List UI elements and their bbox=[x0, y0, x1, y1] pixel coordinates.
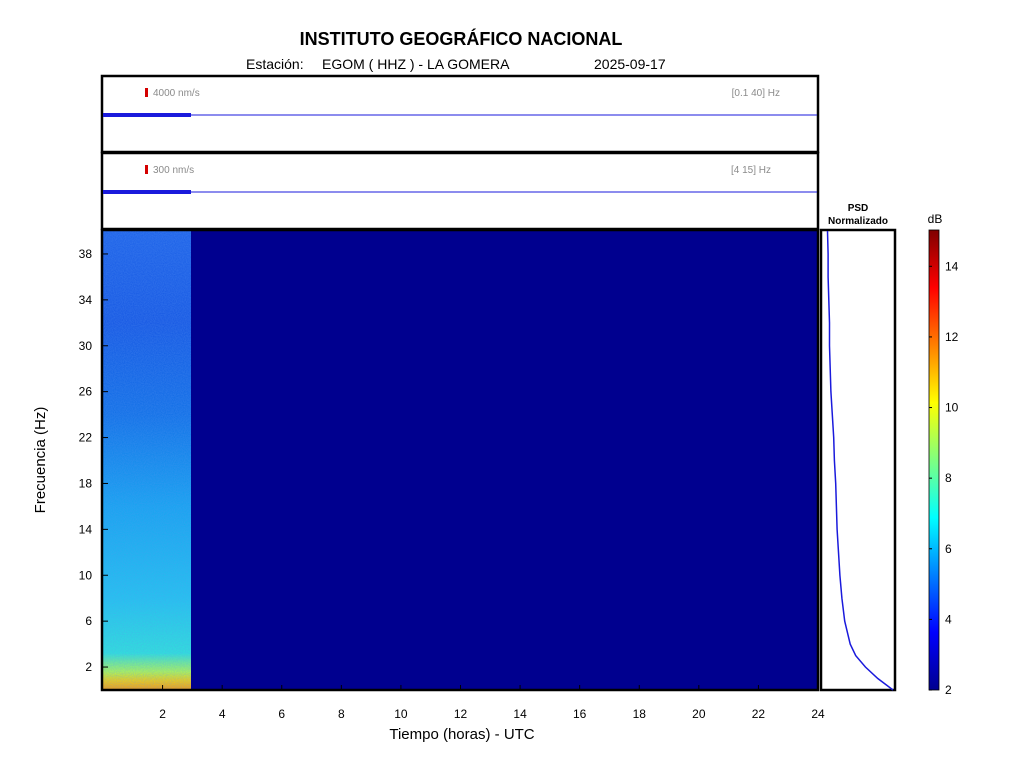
colorbar-tick-label: 4 bbox=[945, 612, 952, 626]
amplitude-scale-1: 4000 nm/s bbox=[153, 88, 200, 99]
x-tick-label: 12 bbox=[454, 707, 468, 721]
x-tick-label: 20 bbox=[692, 707, 706, 721]
y-tick-label: 22 bbox=[79, 431, 93, 445]
y-tick-label: 10 bbox=[79, 568, 93, 582]
date-label: 2025-09-17 bbox=[594, 56, 666, 72]
psd-curve bbox=[826, 230, 894, 691]
y-tick-label: 38 bbox=[79, 247, 93, 261]
spectrogram-background bbox=[102, 230, 818, 690]
y-axis-label: Frecuencia (Hz) bbox=[32, 407, 49, 514]
band-label-1: [0.1 40] Hz bbox=[732, 88, 780, 99]
colorbar-tick-label: 12 bbox=[945, 330, 959, 344]
y-tick-label: 14 bbox=[79, 522, 93, 536]
colorbar-tick-label: 8 bbox=[945, 471, 952, 485]
psd-panel: PSD Normalizado bbox=[819, 203, 897, 692]
colorbar-ticks: 2 4 6 8 10 12 14 bbox=[929, 259, 959, 697]
psd-title-line1: PSD bbox=[848, 203, 869, 214]
x-tick-label: 18 bbox=[633, 707, 647, 721]
colorbar: dB 2 4 6 8 10 12 14 bbox=[928, 212, 959, 697]
x-tick-label: 8 bbox=[338, 707, 345, 721]
psd-frame bbox=[819, 228, 897, 692]
x-tick-label: 14 bbox=[513, 707, 527, 721]
x-tick-label: 24 bbox=[811, 707, 825, 721]
x-tick-label: 10 bbox=[394, 707, 408, 721]
amplitude-scale-2: 300 nm/s bbox=[153, 165, 194, 176]
colorbar-tick-label: 2 bbox=[945, 683, 952, 697]
colorbar-tick-label: 6 bbox=[945, 542, 952, 556]
seismogram-panel-filtered: 300 nm/s [4 15] Hz bbox=[100, 151, 820, 231]
y-tick-label: 2 bbox=[85, 660, 92, 674]
colorbar-label: dB bbox=[928, 212, 943, 226]
psd-title-line2: Normalizado bbox=[828, 216, 888, 227]
y-tick-label: 18 bbox=[79, 476, 93, 490]
band-label-2: [4 15] Hz bbox=[731, 165, 771, 176]
colorbar-tick-label: 14 bbox=[945, 259, 959, 273]
x-tick-label: 2 bbox=[159, 707, 166, 721]
trace-data-2 bbox=[103, 190, 191, 194]
scale-bar-icon bbox=[145, 165, 148, 174]
trace-data-1 bbox=[103, 113, 191, 117]
y-tick-label: 26 bbox=[79, 385, 93, 399]
x-axis-ticks: 2 4 6 8 10 12 14 16 18 20 22 24 bbox=[159, 685, 825, 721]
spectrogram: 2 4 6 8 10 12 14 16 18 20 22 24 261014182226303438 … bbox=[32, 228, 825, 743]
figure-title: INSTITUTO GEOGRÁFICO NACIONAL bbox=[300, 28, 623, 49]
seismogram-panel-broadband: 4000 nm/s [0.1 40] Hz bbox=[100, 74, 820, 154]
y-tick-label: 6 bbox=[85, 614, 92, 628]
y-tick-label: 30 bbox=[79, 339, 93, 353]
colorbar-gradient bbox=[928, 229, 940, 691]
station-label: Estación: bbox=[246, 56, 304, 72]
x-axis-label: Tiempo (horas) - UTC bbox=[389, 726, 534, 743]
x-tick-label: 22 bbox=[752, 707, 766, 721]
colorbar-tick-label: 10 bbox=[945, 401, 959, 415]
station-name: EGOM ( HHZ ) - LA GOMERA bbox=[322, 56, 510, 72]
spectrogram-noise-texture bbox=[103, 231, 191, 690]
x-tick-label: 6 bbox=[278, 707, 285, 721]
scale-bar-icon bbox=[145, 88, 148, 97]
x-tick-label: 16 bbox=[573, 707, 587, 721]
y-tick-label: 34 bbox=[79, 293, 93, 307]
x-tick-label: 4 bbox=[219, 707, 226, 721]
